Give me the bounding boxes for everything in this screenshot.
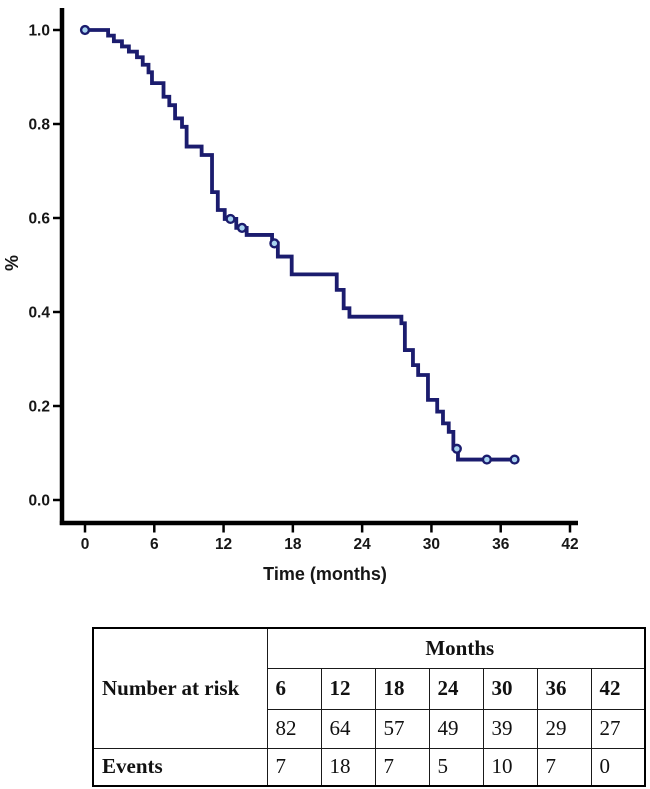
table-row-months: Number at risk Months <box>92 627 646 749</box>
x-tick-label: 6 <box>150 536 159 553</box>
col-header-24: 24 <box>428 667 484 710</box>
censor-marker <box>269 238 280 249</box>
x-tick-label: 18 <box>284 536 302 553</box>
risk-value-12: 64 <box>320 708 376 749</box>
risk-value-36: 29 <box>536 708 592 749</box>
y-tick-label: 0.2 <box>28 399 50 416</box>
y-tick-label: 0.6 <box>28 211 50 228</box>
events-value-6: 7 <box>266 747 322 787</box>
y-tick-label: 1.0 <box>28 23 50 40</box>
censor-marker <box>451 443 462 454</box>
survival-curve <box>85 28 515 462</box>
col-header-12: 12 <box>320 667 376 710</box>
events-value-24: 5 <box>428 747 484 787</box>
x-tick-label: 42 <box>561 536 578 553</box>
table-row-events: Events 7 18 7 5 10 7 0 <box>92 747 646 787</box>
x-tick-label: 12 <box>215 536 232 553</box>
col-header-42: 42 <box>590 667 646 710</box>
events-value-12: 18 <box>320 747 376 787</box>
months-header: Months <box>266 627 646 669</box>
risk-value-18: 57 <box>374 708 430 749</box>
y-tick-label: 0.0 <box>28 493 50 510</box>
x-tick-label: 24 <box>354 536 372 553</box>
table-row-column-headers: 6 12 18 24 30 36 42 <box>93 667 646 710</box>
risk-value-24: 49 <box>428 708 484 749</box>
x-tick-label: 30 <box>423 536 440 553</box>
col-header-36: 36 <box>536 667 592 710</box>
censor-marker <box>225 213 236 225</box>
x-tick-label: 0 <box>81 536 90 553</box>
y-axis-title: % <box>2 255 22 271</box>
col-header-18: 18 <box>374 667 430 710</box>
events-value-18: 7 <box>374 747 430 787</box>
number-at-risk-table: Number at risk Months 6 12 18 24 30 36 4… <box>92 627 647 787</box>
x-axis-title: Time (months) <box>263 564 387 584</box>
y-tick-label: 0.4 <box>28 305 50 322</box>
events-value-30: 10 <box>482 747 538 787</box>
x-tick-label: 36 <box>492 536 510 553</box>
table-row-number-at-risk: 82 64 57 49 39 29 27 <box>93 708 646 749</box>
risk-value-42: 27 <box>590 708 646 749</box>
censor-marker <box>481 454 492 465</box>
col-header-30: 30 <box>482 667 538 710</box>
row-label-number-at-risk: Number at risk <box>92 627 268 749</box>
events-value-42: 0 <box>590 747 646 787</box>
km-survival-plot: 0 6 12 18 24 30 36 42 0.0 0.2 0.4 0.6 0.8 1.0 Time (m… <box>2 8 579 584</box>
risk-value-30: 39 <box>482 708 538 749</box>
censor-marker <box>79 24 91 36</box>
axis-ticks: 0 6 12 18 24 30 36 42 0.0 0.2 0.4 0.6 0.8 1.0 <box>28 23 578 554</box>
censor-marker <box>509 454 520 465</box>
censor-marker <box>236 222 248 233</box>
y-tick-label: 0.8 <box>28 117 50 134</box>
col-header-6: 6 <box>266 667 322 710</box>
row-label-events: Events <box>92 747 268 787</box>
survival-curve-layer <box>79 24 520 465</box>
events-value-36: 7 <box>536 747 592 787</box>
risk-value-6: 82 <box>266 708 322 749</box>
